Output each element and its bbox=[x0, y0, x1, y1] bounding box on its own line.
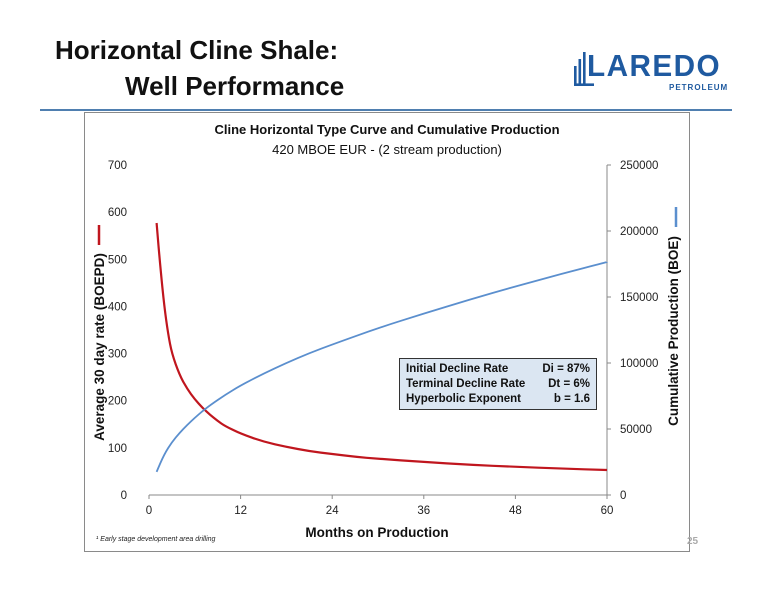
y-right-tick-label: 150000 bbox=[620, 292, 658, 304]
slide-title: Horizontal Cline Shale: Well Performance bbox=[55, 32, 344, 104]
chart-title: Cline Horizontal Type Curve and Cumulati… bbox=[214, 122, 559, 137]
y-left-axis-label: Average 30 day rate (BOEPD) bbox=[92, 253, 107, 441]
y-right-tick-label: 0 bbox=[620, 490, 626, 502]
x-tick-label: 48 bbox=[509, 505, 522, 517]
page-number: 25 bbox=[687, 536, 699, 547]
decline-parameters-box: Initial Decline Rate Di = 87% Terminal D… bbox=[399, 358, 597, 410]
x-tick-label: 36 bbox=[417, 505, 430, 517]
y-right-tick-label: 100000 bbox=[620, 358, 658, 370]
axes-layer: 0 12 24 36 48 6001002003004005006007000500001… bbox=[108, 160, 659, 517]
y-right-tick-label: 250000 bbox=[620, 160, 658, 172]
laredo-logo: LAREDO PETROLEUM bbox=[574, 50, 728, 92]
logo-name: LAREDO bbox=[587, 50, 721, 83]
y-right-axis-label: Cumulative Production (BOE) bbox=[666, 236, 681, 426]
type-curve-chart: Cline Horizontal Type Curve and Cumulati… bbox=[92, 122, 681, 540]
chart-subtitle: 420 MBOE EUR - (2 stream production) bbox=[272, 142, 502, 157]
y-left-tick-label: 400 bbox=[108, 301, 127, 313]
y-left-tick-label: 300 bbox=[108, 349, 127, 361]
slide-title-line2: Well Performance bbox=[125, 71, 345, 101]
y-left-tick-label: 0 bbox=[121, 490, 127, 502]
y-left-tick-label: 700 bbox=[108, 160, 127, 172]
stats-value: Di = 87% bbox=[542, 363, 590, 375]
x-axis-label: Months on Production bbox=[305, 525, 448, 540]
y-left-tick-label: 100 bbox=[108, 443, 127, 455]
stats-label: Hyperbolic Exponent bbox=[406, 393, 522, 405]
stats-label: Initial Decline Rate bbox=[406, 363, 509, 375]
footnote: ¹ Early stage development area drilling bbox=[96, 536, 216, 543]
x-tick-label: 12 bbox=[234, 505, 247, 517]
y-right-tick-label: 50000 bbox=[620, 424, 652, 436]
series-layer bbox=[155, 222, 608, 473]
y-left-tick-label: 500 bbox=[108, 254, 127, 266]
cumulative-production-line bbox=[155, 261, 608, 473]
building-bars-icon bbox=[574, 52, 594, 86]
title-divider bbox=[40, 109, 732, 111]
chart-panel: Cline Horizontal Type Curve and Cumulati… bbox=[84, 112, 698, 552]
slide-title-line1: Horizontal Cline Shale: bbox=[55, 35, 339, 65]
stats-value: b = 1.6 bbox=[553, 393, 590, 405]
stats-row-terminal-decline: Terminal Decline Rate Dt = 6% bbox=[406, 377, 590, 392]
y-right-tick-label: 200000 bbox=[620, 226, 658, 238]
y-left-tick-label: 200 bbox=[108, 396, 127, 408]
stats-label: Terminal Decline Rate bbox=[406, 378, 526, 390]
x-tick-label: 24 bbox=[326, 505, 339, 517]
x-tick-label: 60 bbox=[601, 505, 614, 517]
logo-subtitle: PETROLEUM bbox=[669, 83, 728, 92]
x-tick-label: 0 bbox=[146, 505, 152, 517]
stats-value: Dt = 6% bbox=[548, 378, 590, 390]
y-left-tick-label: 600 bbox=[108, 207, 127, 219]
stats-row-hyperbolic-exponent: Hyperbolic Exponent b = 1.6 bbox=[406, 392, 590, 407]
stats-row-initial-decline: Initial Decline Rate Di = 87% bbox=[406, 362, 590, 377]
rate-decline-line bbox=[155, 222, 608, 472]
